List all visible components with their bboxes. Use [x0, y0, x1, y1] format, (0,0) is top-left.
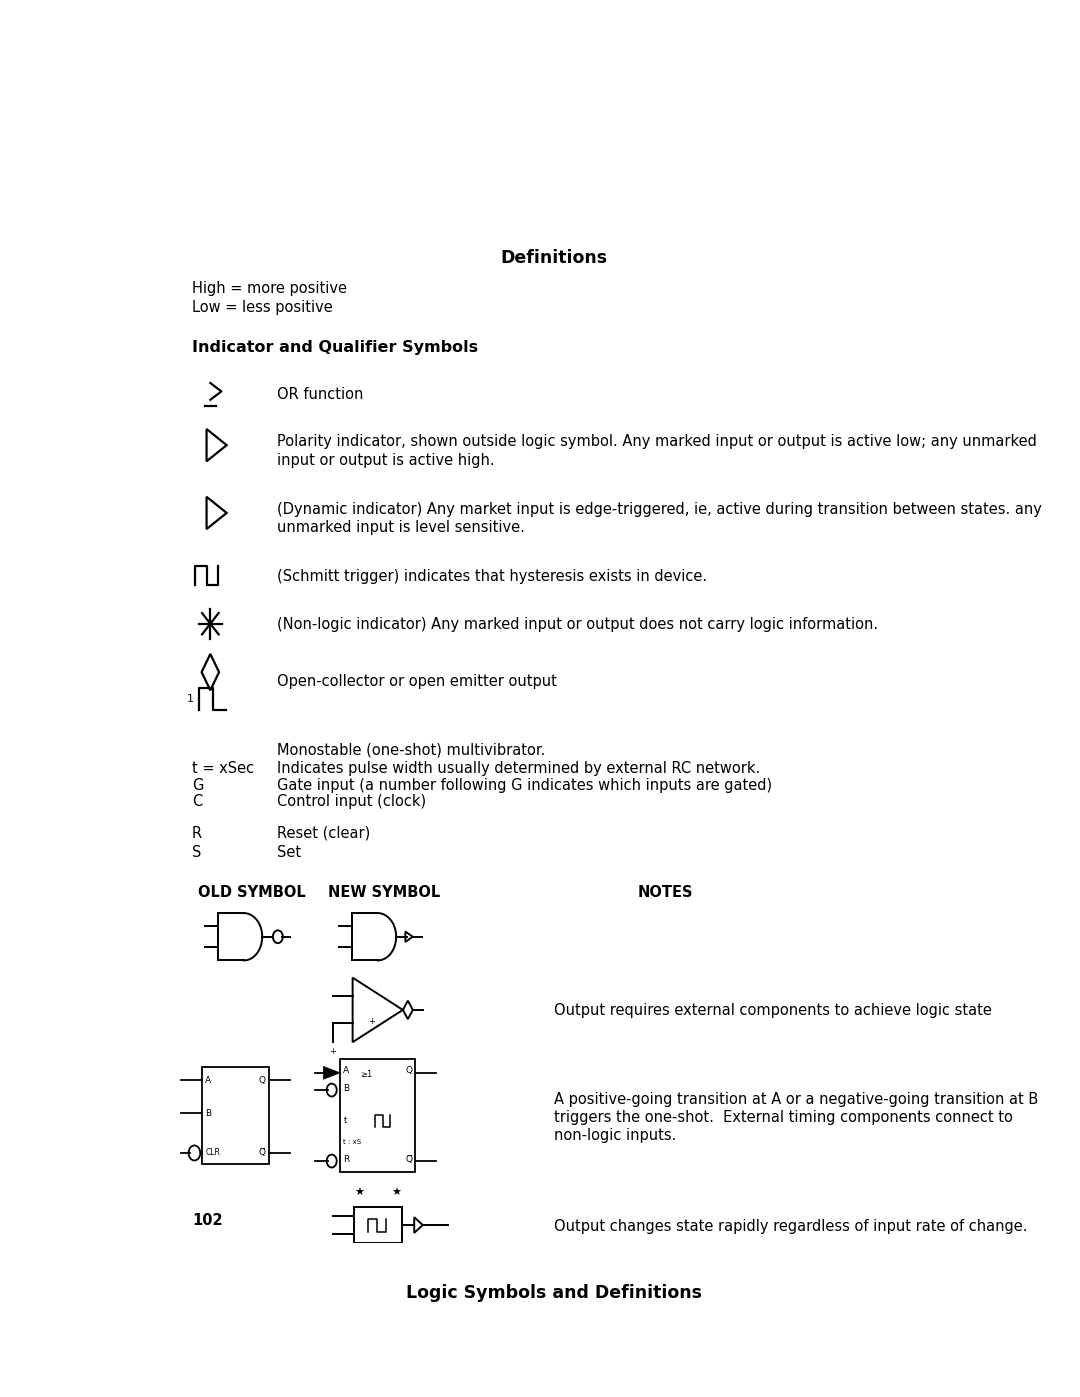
Text: A: A — [343, 1066, 350, 1076]
Text: t : xS: t : xS — [343, 1139, 362, 1146]
Text: B: B — [205, 1109, 212, 1118]
Text: (Non-logic indicator) Any marked input or output does not carry logic informatio: (Non-logic indicator) Any marked input o… — [278, 617, 878, 633]
Text: t: t — [343, 1116, 347, 1125]
Text: NEW SYMBOL: NEW SYMBOL — [327, 886, 440, 900]
Text: Control input (clock): Control input (clock) — [278, 793, 427, 809]
Text: Q: Q — [258, 1076, 266, 1084]
Text: Monostable (one-shot) multivibrator.: Monostable (one-shot) multivibrator. — [278, 742, 545, 757]
Text: Low = less positive: Low = less positive — [192, 300, 333, 314]
Text: Q̅: Q̅ — [405, 1155, 413, 1164]
Text: Gate input (a number following G indicates which inputs are gated): Gate input (a number following G indicat… — [278, 778, 772, 792]
Text: G: G — [192, 778, 203, 792]
Text: Polarity indicator, shown outside logic symbol. Any marked input or output is ac: Polarity indicator, shown outside logic … — [278, 434, 1037, 450]
Text: OLD SYMBOL: OLD SYMBOL — [198, 886, 306, 900]
Text: ★: ★ — [354, 1187, 364, 1199]
Text: R: R — [192, 826, 202, 841]
Text: ≥1: ≥1 — [361, 1070, 373, 1078]
Text: (Schmitt trigger) indicates that hysteresis exists in device.: (Schmitt trigger) indicates that hystere… — [278, 569, 707, 584]
Bar — [354, 1207, 402, 1243]
Text: R: R — [343, 1155, 350, 1164]
Text: A positive-going transition at A or a negative-going transition at B: A positive-going transition at A or a ne… — [554, 1091, 1038, 1106]
Bar — [340, 1059, 416, 1172]
Text: 1: 1 — [187, 694, 194, 704]
Text: non-logic inputs.: non-logic inputs. — [554, 1129, 676, 1143]
Text: triggers the one-shot.  External timing components connect to: triggers the one-shot. External timing c… — [554, 1111, 1012, 1125]
Text: Q: Q — [405, 1066, 413, 1076]
Text: Set: Set — [278, 845, 301, 861]
Text: +: + — [329, 1046, 336, 1056]
Text: OR function: OR function — [278, 387, 364, 402]
Polygon shape — [323, 1066, 340, 1080]
Text: Open-collector or open emitter output: Open-collector or open emitter output — [278, 675, 557, 689]
Text: unmarked input is level sensitive.: unmarked input is level sensitive. — [278, 521, 525, 535]
Text: (Dynamic indicator) Any market input is edge-triggered, ie, active during transi: (Dynamic indicator) Any market input is … — [278, 502, 1042, 517]
Text: A: A — [205, 1076, 212, 1084]
Bar — [202, 1067, 269, 1164]
Text: High = more positive: High = more positive — [192, 281, 347, 296]
Text: Logic Symbols and Definitions: Logic Symbols and Definitions — [405, 1284, 702, 1302]
Text: Output changes state rapidly regardless of input rate of change.: Output changes state rapidly regardless … — [554, 1218, 1027, 1234]
Text: 102: 102 — [192, 1213, 222, 1228]
Text: C: C — [192, 793, 202, 809]
Text: CLR: CLR — [205, 1148, 220, 1157]
Text: +: + — [368, 1017, 375, 1025]
Text: Definitions: Definitions — [500, 250, 607, 267]
Text: input or output is active high.: input or output is active high. — [278, 453, 495, 468]
Text: S: S — [192, 845, 201, 861]
Text: Indicates pulse width usually determined by external RC network.: Indicates pulse width usually determined… — [278, 761, 760, 777]
Text: Q̅: Q̅ — [258, 1148, 266, 1157]
Text: Indicator and Qualifier Symbols: Indicator and Qualifier Symbols — [192, 339, 478, 355]
Text: B: B — [343, 1084, 350, 1092]
Text: NOTES: NOTES — [637, 886, 692, 900]
Text: t = xSec: t = xSec — [192, 761, 254, 777]
Text: ★: ★ — [392, 1187, 402, 1199]
Text: Output requires external components to achieve logic state: Output requires external components to a… — [554, 1003, 991, 1018]
Text: Reset (clear): Reset (clear) — [278, 826, 370, 841]
